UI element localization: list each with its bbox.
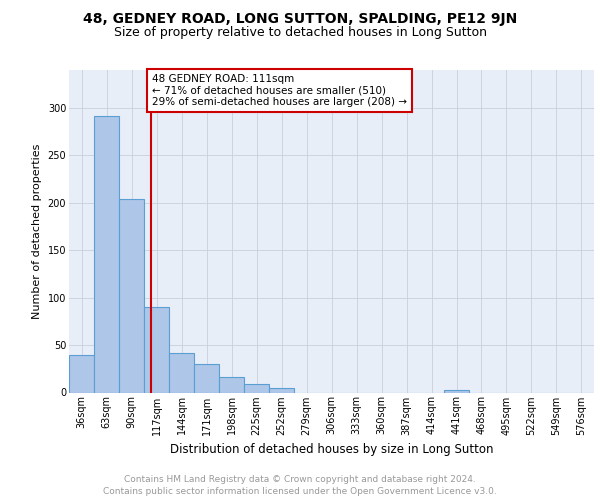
Bar	[244, 384, 269, 392]
Text: 48, GEDNEY ROAD, LONG SUTTON, SPALDING, PE12 9JN: 48, GEDNEY ROAD, LONG SUTTON, SPALDING, …	[83, 12, 517, 26]
Bar	[94, 116, 119, 392]
Bar	[269, 388, 294, 392]
X-axis label: Distribution of detached houses by size in Long Sutton: Distribution of detached houses by size …	[170, 443, 493, 456]
Bar	[169, 352, 194, 393]
Bar	[119, 199, 144, 392]
Bar	[194, 364, 219, 392]
Bar	[69, 354, 94, 393]
Bar	[144, 307, 169, 392]
Y-axis label: Number of detached properties: Number of detached properties	[32, 144, 42, 319]
Bar	[444, 390, 469, 392]
Text: Contains HM Land Registry data © Crown copyright and database right 2024.
Contai: Contains HM Land Registry data © Crown c…	[103, 474, 497, 496]
Bar	[219, 378, 244, 392]
Text: 48 GEDNEY ROAD: 111sqm
← 71% of detached houses are smaller (510)
29% of semi-de: 48 GEDNEY ROAD: 111sqm ← 71% of detached…	[152, 74, 407, 107]
Text: Size of property relative to detached houses in Long Sutton: Size of property relative to detached ho…	[113, 26, 487, 39]
